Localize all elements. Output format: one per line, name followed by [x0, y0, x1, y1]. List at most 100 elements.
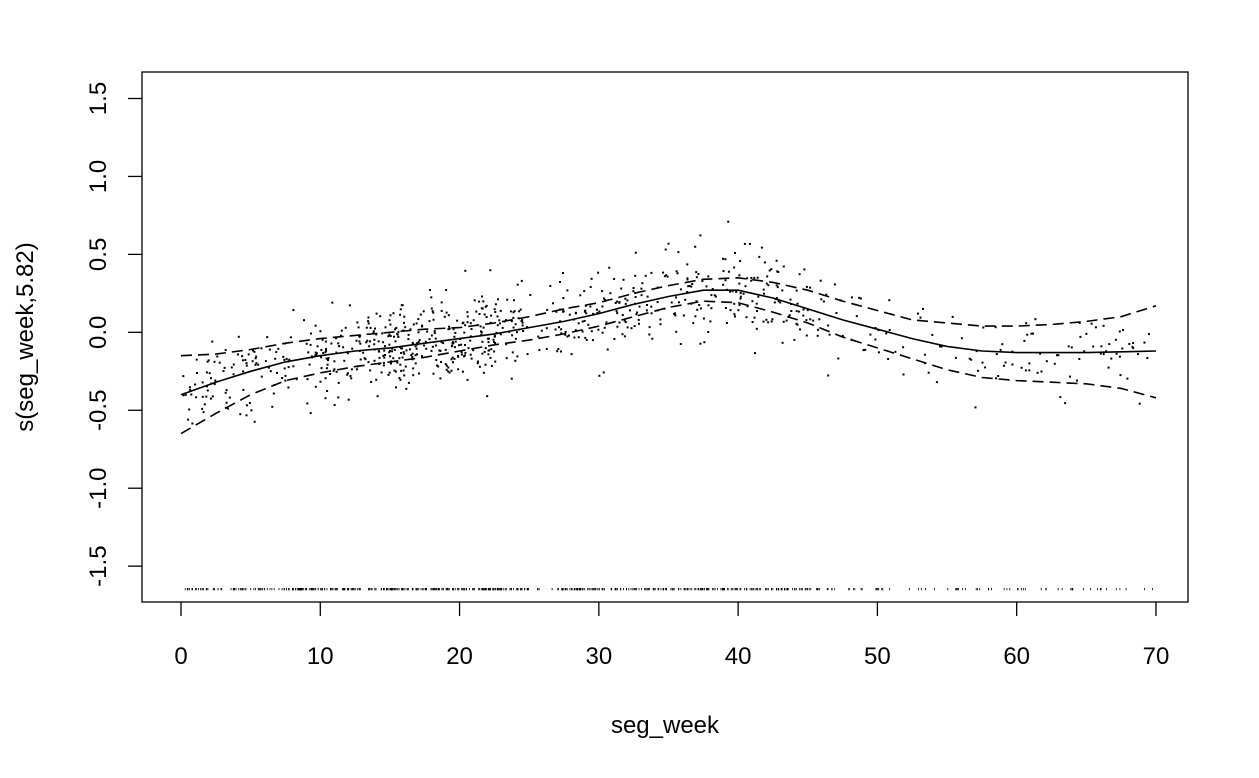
residual-point: [833, 283, 836, 286]
residual-point: [519, 308, 522, 311]
residual-point: [414, 362, 417, 365]
residual-point: [316, 345, 319, 348]
residual-point: [616, 300, 619, 303]
residual-point: [443, 315, 446, 318]
residual-point: [1085, 332, 1088, 335]
residual-point: [615, 310, 618, 313]
residual-point: [203, 403, 206, 406]
residual-point: [389, 349, 391, 352]
residual-point: [251, 360, 254, 363]
residual-point: [470, 328, 473, 330]
residual-point: [364, 358, 367, 361]
residual-point: [545, 348, 548, 350]
residual-point: [342, 346, 345, 349]
residual-point: [555, 310, 558, 313]
residual-point: [651, 337, 654, 340]
residual-point: [589, 305, 592, 308]
residual-point: [319, 330, 322, 333]
residual-point: [395, 386, 397, 389]
residual-point: [315, 353, 318, 356]
residual-point: [782, 265, 785, 268]
residual-point: [632, 287, 635, 289]
residual-point: [587, 323, 590, 326]
residual-point: [1057, 354, 1060, 357]
residual-point: [662, 271, 665, 274]
residual-point: [365, 326, 368, 329]
residual-point: [623, 335, 626, 338]
residual-point: [699, 234, 702, 237]
residual-point: [487, 353, 490, 356]
residual-point: [927, 371, 930, 374]
residual-point: [894, 350, 897, 353]
residual-point: [679, 288, 682, 291]
residual-point: [228, 396, 231, 399]
residual-point: [348, 304, 351, 307]
residual-point: [307, 351, 310, 354]
residual-point: [566, 335, 569, 338]
residual-point: [512, 316, 515, 319]
residual-point: [268, 348, 271, 351]
residual-point: [326, 363, 329, 366]
residual-point: [819, 279, 822, 282]
residual-point: [325, 349, 328, 352]
residual-point: [407, 333, 410, 336]
residual-point: [788, 314, 791, 317]
residual-point: [397, 330, 400, 333]
residual-point: [820, 298, 823, 301]
residual-point: [1148, 333, 1150, 336]
residual-point: [230, 366, 233, 369]
residual-point: [675, 270, 678, 273]
residual-point: [394, 328, 397, 331]
residual-point: [447, 366, 450, 369]
residual-point: [403, 321, 405, 324]
x-axis-label: seg_week: [611, 712, 720, 739]
residual-point: [707, 331, 710, 333]
residual-point: [659, 318, 662, 321]
residual-point: [255, 362, 258, 365]
residual-point: [401, 304, 404, 307]
residual-point: [855, 315, 858, 318]
y-tick-label: 0.0: [85, 316, 112, 349]
residual-point: [399, 378, 402, 381]
residual-point: [733, 266, 736, 269]
residual-point: [407, 338, 410, 341]
residual-point: [254, 357, 257, 360]
x-tick-label: 40: [725, 643, 752, 670]
residual-point: [430, 307, 433, 310]
residual-point: [694, 245, 697, 248]
residual-point: [225, 389, 228, 392]
y-tick-label: -1.0: [85, 468, 112, 509]
residual-point: [809, 318, 812, 321]
residual-point: [484, 363, 487, 366]
residual-point: [757, 295, 760, 298]
residual-point: [483, 350, 486, 353]
residual-point: [564, 331, 567, 333]
residual-point: [400, 352, 403, 354]
residual-point: [490, 314, 493, 317]
residual-point: [686, 291, 689, 293]
residual-point: [325, 367, 328, 370]
residual-point: [239, 413, 242, 416]
residual-point: [292, 365, 295, 368]
residual-point: [482, 326, 485, 329]
residual-point: [510, 377, 513, 380]
residual-point: [482, 300, 485, 303]
residual-point: [432, 372, 435, 375]
residual-point: [746, 277, 749, 280]
residual-point: [1102, 353, 1105, 356]
residual-point: [253, 420, 256, 423]
residual-point: [702, 317, 705, 320]
residual-point: [380, 371, 383, 374]
residual-point: [417, 331, 420, 334]
residual-point: [1001, 343, 1004, 346]
residual-point: [614, 301, 617, 304]
residual-point: [583, 319, 586, 322]
residual-point: [463, 355, 465, 358]
residual-point: [324, 340, 327, 343]
residual-point: [440, 341, 443, 344]
residual-point: [509, 310, 512, 313]
residual-point: [224, 391, 227, 394]
residual-point: [646, 304, 648, 306]
residual-point: [562, 308, 565, 311]
residual-point: [597, 271, 600, 274]
